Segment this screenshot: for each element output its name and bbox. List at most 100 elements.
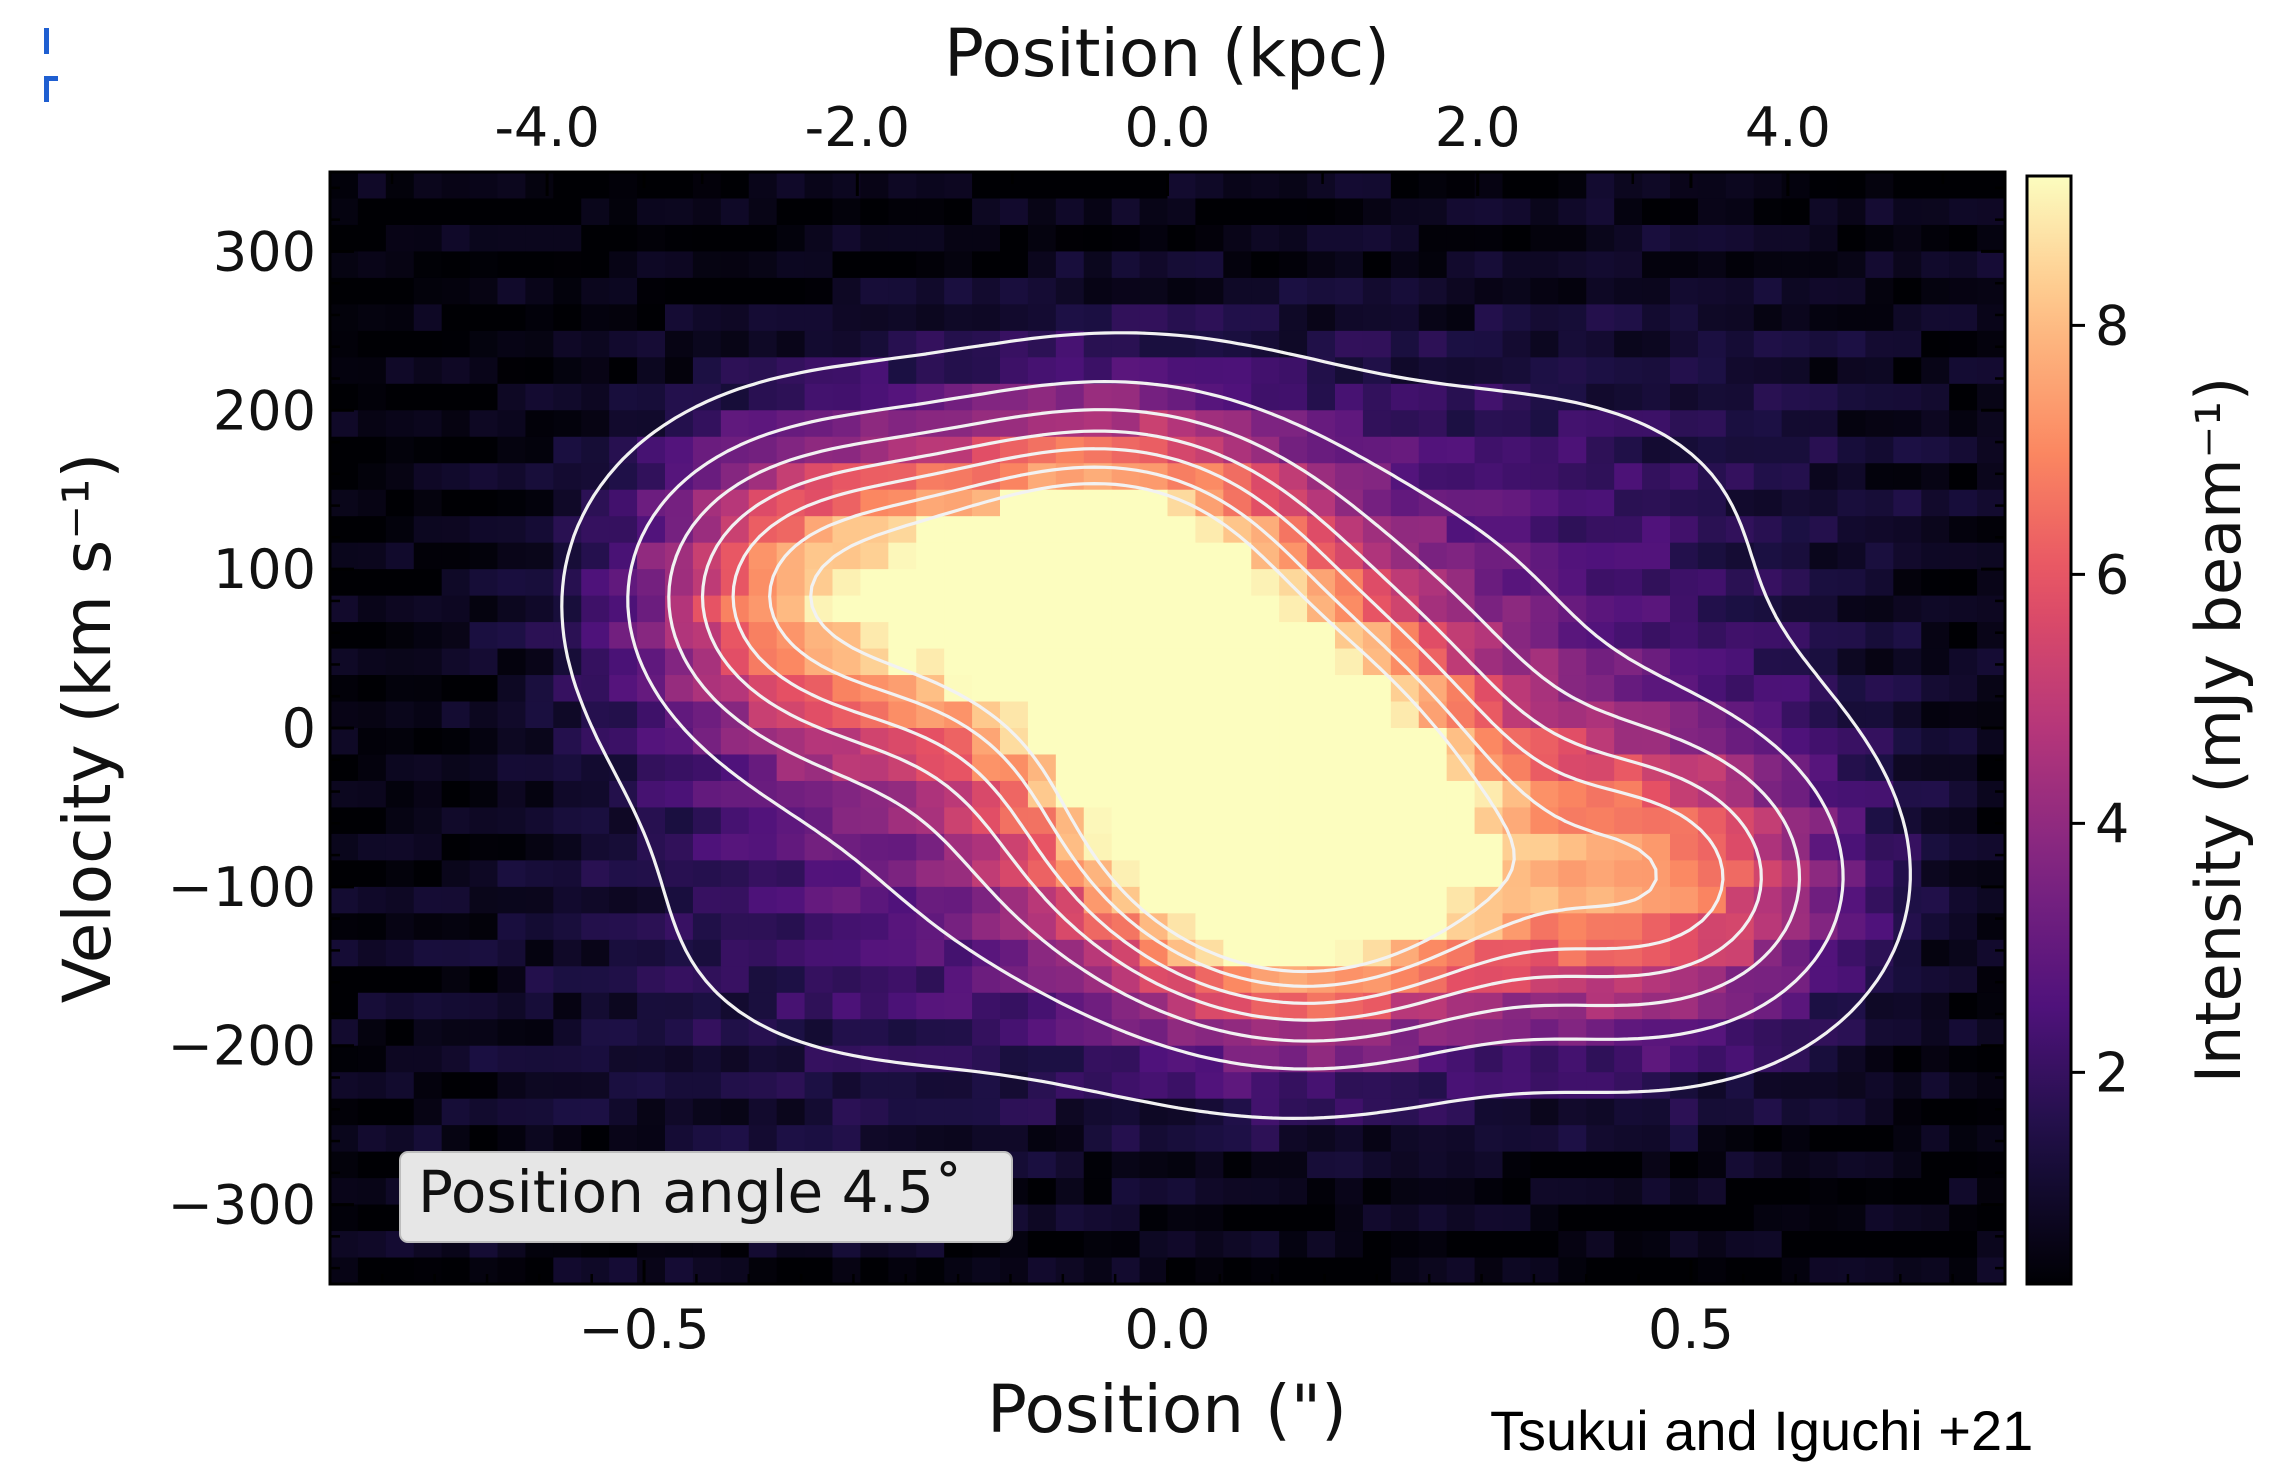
heatmap-cell <box>1195 807 1224 835</box>
heatmap-cell <box>1921 833 1950 861</box>
heatmap-cell <box>1502 1204 1532 1232</box>
heatmap-cell <box>972 198 1001 226</box>
heatmap-cell <box>581 622 610 650</box>
heatmap-cell <box>1390 172 1420 200</box>
heatmap-cell <box>1697 277 1727 305</box>
heatmap-cell <box>1027 224 1057 253</box>
heatmap-cell <box>720 277 750 305</box>
heatmap-cell <box>1111 1045 1141 1073</box>
heatmap-cell <box>1390 754 1420 782</box>
heatmap-cell <box>1753 251 1783 279</box>
heatmap-cell <box>972 913 1001 941</box>
heatmap-cell <box>1223 1204 1252 1232</box>
heatmap-cell <box>804 198 834 226</box>
heatmap-cell <box>1251 569 1280 597</box>
heatmap-cell <box>413 436 443 464</box>
heatmap-cell <box>553 304 582 332</box>
heatmap-cell <box>1530 489 1559 517</box>
heatmap-cell <box>1558 1019 1587 1047</box>
heatmap-cell <box>1586 754 1615 782</box>
heatmap-cell <box>385 1019 415 1047</box>
heatmap-cell <box>1725 330 1755 358</box>
heatmap-cell <box>720 1072 750 1100</box>
heatmap-cell <box>637 383 666 411</box>
heatmap-cell <box>1335 833 1364 861</box>
heatmap-cell <box>553 436 582 464</box>
heatmap-cell <box>1893 595 1922 623</box>
heatmap-cell <box>748 277 778 305</box>
heatmap-cell <box>1390 595 1420 623</box>
heatmap-cell <box>1027 622 1057 650</box>
heatmap-cell <box>748 224 778 253</box>
heatmap-cell <box>1949 569 1978 597</box>
heatmap-cell <box>1502 833 1532 861</box>
heatmap-cell <box>1865 489 1894 517</box>
heatmap-cell <box>1530 622 1559 650</box>
heatmap-cell <box>1586 648 1615 676</box>
heatmap-cell <box>1362 1125 1392 1153</box>
heatmap-cell <box>1893 410 1922 438</box>
heatmap-cell <box>1195 1019 1224 1047</box>
heatmap-cell <box>1083 1098 1113 1126</box>
heatmap-cell <box>1949 410 1978 438</box>
heatmap-cell <box>1362 198 1392 226</box>
heatmap-cell <box>1893 357 1922 385</box>
x2-tick-label: 4.0 <box>1745 96 1831 159</box>
heatmap-cell <box>972 966 1001 994</box>
heatmap-cell <box>1335 1151 1364 1179</box>
heatmap-cell <box>385 198 415 226</box>
heatmap-cell <box>1809 304 1839 332</box>
heatmap-cell <box>1000 939 1029 967</box>
heatmap-cell <box>916 886 945 914</box>
heatmap-cell <box>1670 1098 1699 1126</box>
heatmap-cell <box>1251 1098 1280 1126</box>
heatmap-cell <box>1670 1231 1699 1259</box>
heatmap-cell <box>832 251 862 279</box>
heatmap-cell <box>553 224 582 253</box>
heatmap-cell <box>1307 1257 1336 1285</box>
heatmap-cell <box>1167 172 1197 200</box>
heatmap-cell <box>1000 675 1029 703</box>
heatmap-cell <box>1809 1257 1839 1285</box>
heatmap-cell <box>330 886 359 914</box>
heatmap-cell <box>1139 1231 1169 1259</box>
heatmap-cell <box>1502 516 1532 544</box>
heatmap-cell <box>1977 304 2006 332</box>
heatmap-cell <box>1083 172 1113 200</box>
heatmap-cell <box>1753 1231 1783 1259</box>
heatmap-cell <box>1921 1045 1950 1073</box>
heatmap-cell <box>1893 1178 1922 1206</box>
heatmap-cell <box>1502 224 1532 253</box>
heatmap-cell <box>497 622 527 650</box>
heatmap-cell <box>1893 966 1922 994</box>
heatmap-cell <box>1865 569 1894 597</box>
heatmap-cell <box>832 1072 862 1100</box>
heatmap-cell <box>776 860 806 888</box>
heatmap-cell <box>720 224 750 253</box>
heatmap-cell <box>469 1045 499 1073</box>
heatmap-cell <box>1307 886 1336 914</box>
heatmap-cell <box>1642 807 1671 835</box>
heatmap-cell <box>1027 728 1057 756</box>
heatmap-cell <box>1837 1231 1867 1259</box>
heatmap-cell <box>1697 383 1727 411</box>
heatmap-cell <box>1642 1019 1671 1047</box>
heatmap-cell <box>1335 807 1364 835</box>
heatmap-cell <box>609 1072 638 1100</box>
heatmap-cell <box>972 357 1001 385</box>
heatmap-cell <box>1000 569 1029 597</box>
heatmap-cell <box>804 966 834 994</box>
heatmap-cell <box>330 1178 359 1206</box>
heatmap-cell <box>916 1098 945 1126</box>
heatmap-cell <box>1558 780 1587 809</box>
heatmap-cell <box>1027 383 1057 411</box>
heatmap-cell <box>637 728 666 756</box>
heatmap-cell <box>525 516 554 544</box>
heatmap-cell <box>357 1045 387 1073</box>
heatmap-cell <box>1083 1231 1113 1259</box>
heatmap-cell <box>1000 1045 1029 1073</box>
heatmap-cell <box>1474 1231 1504 1259</box>
heatmap-cell <box>553 198 582 226</box>
heatmap-cell <box>888 330 917 358</box>
heatmap-cell <box>1781 860 1811 888</box>
